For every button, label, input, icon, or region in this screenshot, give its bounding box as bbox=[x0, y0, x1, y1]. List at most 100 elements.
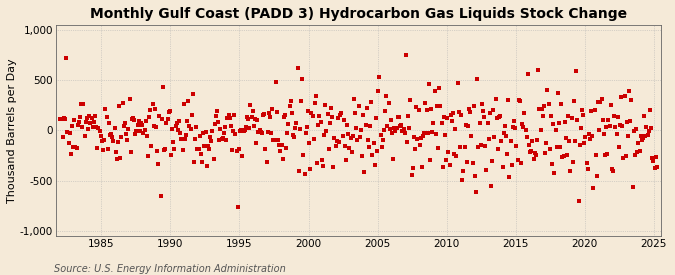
Point bbox=[564, 139, 574, 144]
Point bbox=[132, 123, 143, 127]
Point bbox=[351, 126, 362, 130]
Point bbox=[263, 111, 274, 115]
Point bbox=[435, 104, 446, 108]
Point bbox=[596, 97, 607, 101]
Point bbox=[214, 138, 225, 143]
Point bbox=[540, 151, 551, 155]
Point bbox=[222, 116, 233, 120]
Point bbox=[103, 147, 113, 151]
Point bbox=[138, 130, 148, 135]
Point bbox=[580, 135, 591, 139]
Point bbox=[59, 117, 70, 121]
Point bbox=[265, 115, 275, 119]
Point bbox=[474, 121, 485, 125]
Point bbox=[383, 101, 394, 106]
Point bbox=[193, 147, 204, 151]
Point bbox=[116, 135, 127, 139]
Point bbox=[441, 157, 452, 162]
Point bbox=[92, 146, 103, 150]
Point bbox=[392, 126, 402, 130]
Point bbox=[192, 147, 203, 152]
Point bbox=[504, 175, 515, 179]
Point bbox=[282, 130, 293, 135]
Point bbox=[137, 123, 148, 127]
Point bbox=[129, 117, 140, 122]
Point bbox=[376, 145, 387, 149]
Point bbox=[258, 113, 269, 118]
Point bbox=[90, 114, 101, 118]
Point bbox=[444, 163, 455, 167]
Point bbox=[466, 134, 477, 138]
Point bbox=[178, 101, 189, 106]
Point bbox=[310, 94, 321, 98]
Point bbox=[170, 124, 181, 129]
Point bbox=[585, 137, 595, 141]
Point bbox=[608, 169, 618, 174]
Point bbox=[645, 108, 655, 112]
Point bbox=[572, 118, 583, 123]
Point bbox=[625, 119, 636, 123]
Point bbox=[281, 146, 292, 150]
Point bbox=[373, 89, 383, 93]
Point bbox=[99, 138, 109, 142]
Point bbox=[603, 118, 614, 123]
Point bbox=[456, 113, 466, 117]
Point bbox=[335, 112, 346, 117]
Point bbox=[419, 131, 430, 135]
Point bbox=[275, 148, 286, 153]
Point bbox=[513, 97, 524, 102]
Point bbox=[619, 94, 630, 99]
Point bbox=[286, 111, 297, 116]
Point bbox=[498, 131, 509, 135]
Point bbox=[539, 103, 549, 108]
Point bbox=[348, 133, 358, 138]
Point bbox=[489, 134, 500, 139]
Point bbox=[632, 150, 643, 154]
Point bbox=[98, 148, 109, 153]
Point bbox=[433, 146, 443, 151]
Point bbox=[627, 185, 638, 189]
Point bbox=[310, 101, 321, 105]
Point bbox=[468, 104, 479, 108]
Point bbox=[298, 152, 308, 157]
Point bbox=[232, 205, 243, 209]
Point bbox=[330, 144, 341, 148]
Point bbox=[307, 113, 318, 118]
Point bbox=[634, 148, 645, 153]
Point bbox=[252, 118, 263, 122]
Point bbox=[136, 121, 146, 125]
Point bbox=[329, 135, 340, 140]
Point bbox=[650, 155, 661, 160]
Point bbox=[109, 125, 120, 130]
Point bbox=[296, 98, 306, 103]
Point bbox=[315, 120, 326, 124]
Point bbox=[205, 135, 215, 140]
Point bbox=[454, 109, 464, 114]
Point bbox=[439, 133, 450, 137]
Point bbox=[548, 122, 559, 127]
Point bbox=[359, 170, 370, 175]
Point bbox=[483, 137, 494, 141]
Point bbox=[313, 123, 324, 128]
Point bbox=[556, 102, 566, 107]
Point bbox=[352, 138, 363, 143]
Point bbox=[219, 125, 230, 129]
Point bbox=[574, 143, 585, 147]
Point bbox=[331, 139, 342, 143]
Point bbox=[354, 134, 365, 139]
Point bbox=[633, 140, 644, 145]
Point bbox=[423, 131, 433, 135]
Point bbox=[518, 125, 529, 129]
Point bbox=[215, 126, 226, 131]
Point bbox=[560, 120, 570, 125]
Point bbox=[345, 136, 356, 141]
Point bbox=[387, 156, 398, 161]
Point bbox=[361, 106, 372, 110]
Point bbox=[237, 154, 248, 158]
Point bbox=[266, 131, 277, 135]
Point bbox=[364, 145, 375, 149]
Point bbox=[69, 117, 80, 122]
Point bbox=[454, 144, 465, 149]
Point bbox=[457, 178, 468, 182]
Point bbox=[397, 129, 408, 133]
